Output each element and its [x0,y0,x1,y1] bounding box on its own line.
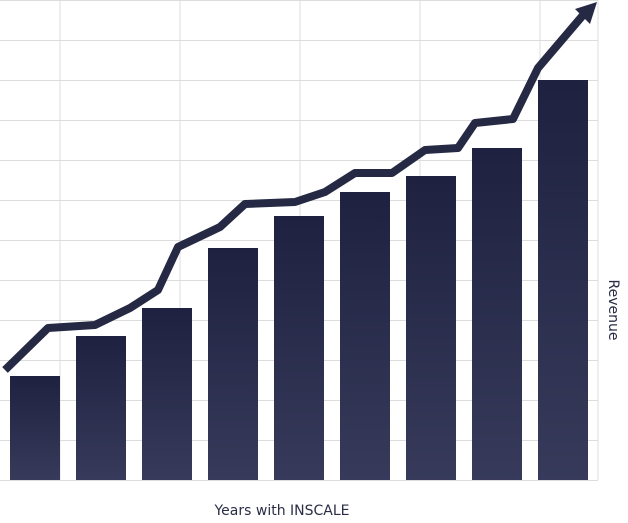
bar [406,176,456,480]
x-axis-label: Years with INSCALE [213,503,349,519]
bar [274,216,324,480]
bar [142,308,192,480]
bar [538,80,588,480]
y-axis-label: Revenue [605,280,621,341]
bar [10,376,60,480]
bar [76,336,126,480]
trend-arrow [2,11,588,373]
trend-arrowhead [575,2,597,24]
bar [472,148,522,480]
bar [340,192,390,480]
bar [208,248,258,480]
